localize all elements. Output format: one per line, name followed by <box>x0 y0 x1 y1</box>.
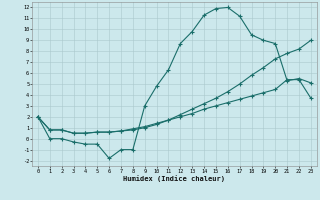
X-axis label: Humidex (Indice chaleur): Humidex (Indice chaleur) <box>124 175 225 182</box>
